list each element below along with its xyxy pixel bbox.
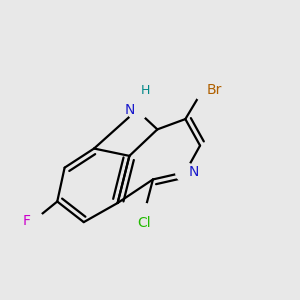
Text: F: F: [23, 214, 31, 228]
Text: Cl: Cl: [137, 216, 151, 230]
Text: N: N: [125, 103, 135, 117]
Text: H: H: [141, 84, 150, 97]
Text: N: N: [188, 165, 199, 179]
Text: Br: Br: [206, 82, 222, 97]
